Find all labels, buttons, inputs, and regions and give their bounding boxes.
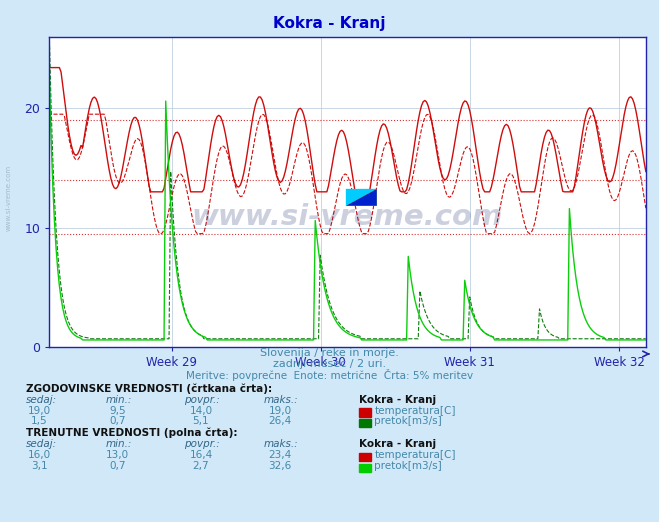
Text: povpr.:: povpr.: [185, 395, 220, 405]
Text: povpr.:: povpr.: [185, 440, 220, 449]
Text: www.si-vreme.com: www.si-vreme.com [192, 203, 503, 231]
Polygon shape [346, 189, 377, 206]
Text: www.si-vreme.com: www.si-vreme.com [5, 165, 12, 231]
Text: 26,4: 26,4 [268, 417, 292, 426]
Text: maks.:: maks.: [264, 395, 299, 405]
Text: zadnji mesec / 2 uri.: zadnji mesec / 2 uri. [273, 360, 386, 370]
Text: temperatura[C]: temperatura[C] [374, 450, 456, 460]
Text: 0,7: 0,7 [109, 417, 126, 426]
Text: 32,6: 32,6 [268, 461, 292, 471]
Text: min.:: min.: [105, 440, 132, 449]
Text: pretok[m3/s]: pretok[m3/s] [374, 417, 442, 426]
Text: 16,0: 16,0 [28, 450, 51, 460]
Text: 19,0: 19,0 [28, 406, 51, 416]
Text: temperatura[C]: temperatura[C] [374, 406, 456, 416]
Text: 0,7: 0,7 [109, 461, 126, 471]
Text: 23,4: 23,4 [268, 450, 292, 460]
Text: min.:: min.: [105, 395, 132, 405]
Text: ZGODOVINSKE VREDNOSTI (črtkana črta):: ZGODOVINSKE VREDNOSTI (črtkana črta): [26, 383, 272, 394]
Text: 5,1: 5,1 [192, 417, 210, 426]
Text: 19,0: 19,0 [268, 406, 292, 416]
Text: 2,7: 2,7 [192, 461, 210, 471]
Text: Meritve: povprečne  Enote: metrične  Črta: 5% meritev: Meritve: povprečne Enote: metrične Črta:… [186, 369, 473, 381]
Text: maks.:: maks.: [264, 440, 299, 449]
Text: Kokra - Kranj: Kokra - Kranj [273, 16, 386, 31]
Text: sedaj:: sedaj: [26, 395, 57, 405]
Text: 1,5: 1,5 [31, 417, 48, 426]
Text: Kokra - Kranj: Kokra - Kranj [359, 440, 436, 449]
Text: 16,4: 16,4 [189, 450, 213, 460]
Text: sedaj:: sedaj: [26, 440, 57, 449]
Text: TRENUTNE VREDNOSTI (polna črta):: TRENUTNE VREDNOSTI (polna črta): [26, 428, 238, 438]
Bar [346, 189, 377, 206]
Polygon shape [346, 189, 377, 206]
Text: 3,1: 3,1 [31, 461, 48, 471]
Text: 13,0: 13,0 [105, 450, 129, 460]
Text: Kokra - Kranj: Kokra - Kranj [359, 395, 436, 405]
Text: 14,0: 14,0 [189, 406, 213, 416]
Text: 9,5: 9,5 [109, 406, 126, 416]
Text: Slovenija / reke in morje.: Slovenija / reke in morje. [260, 348, 399, 358]
Text: pretok[m3/s]: pretok[m3/s] [374, 461, 442, 471]
